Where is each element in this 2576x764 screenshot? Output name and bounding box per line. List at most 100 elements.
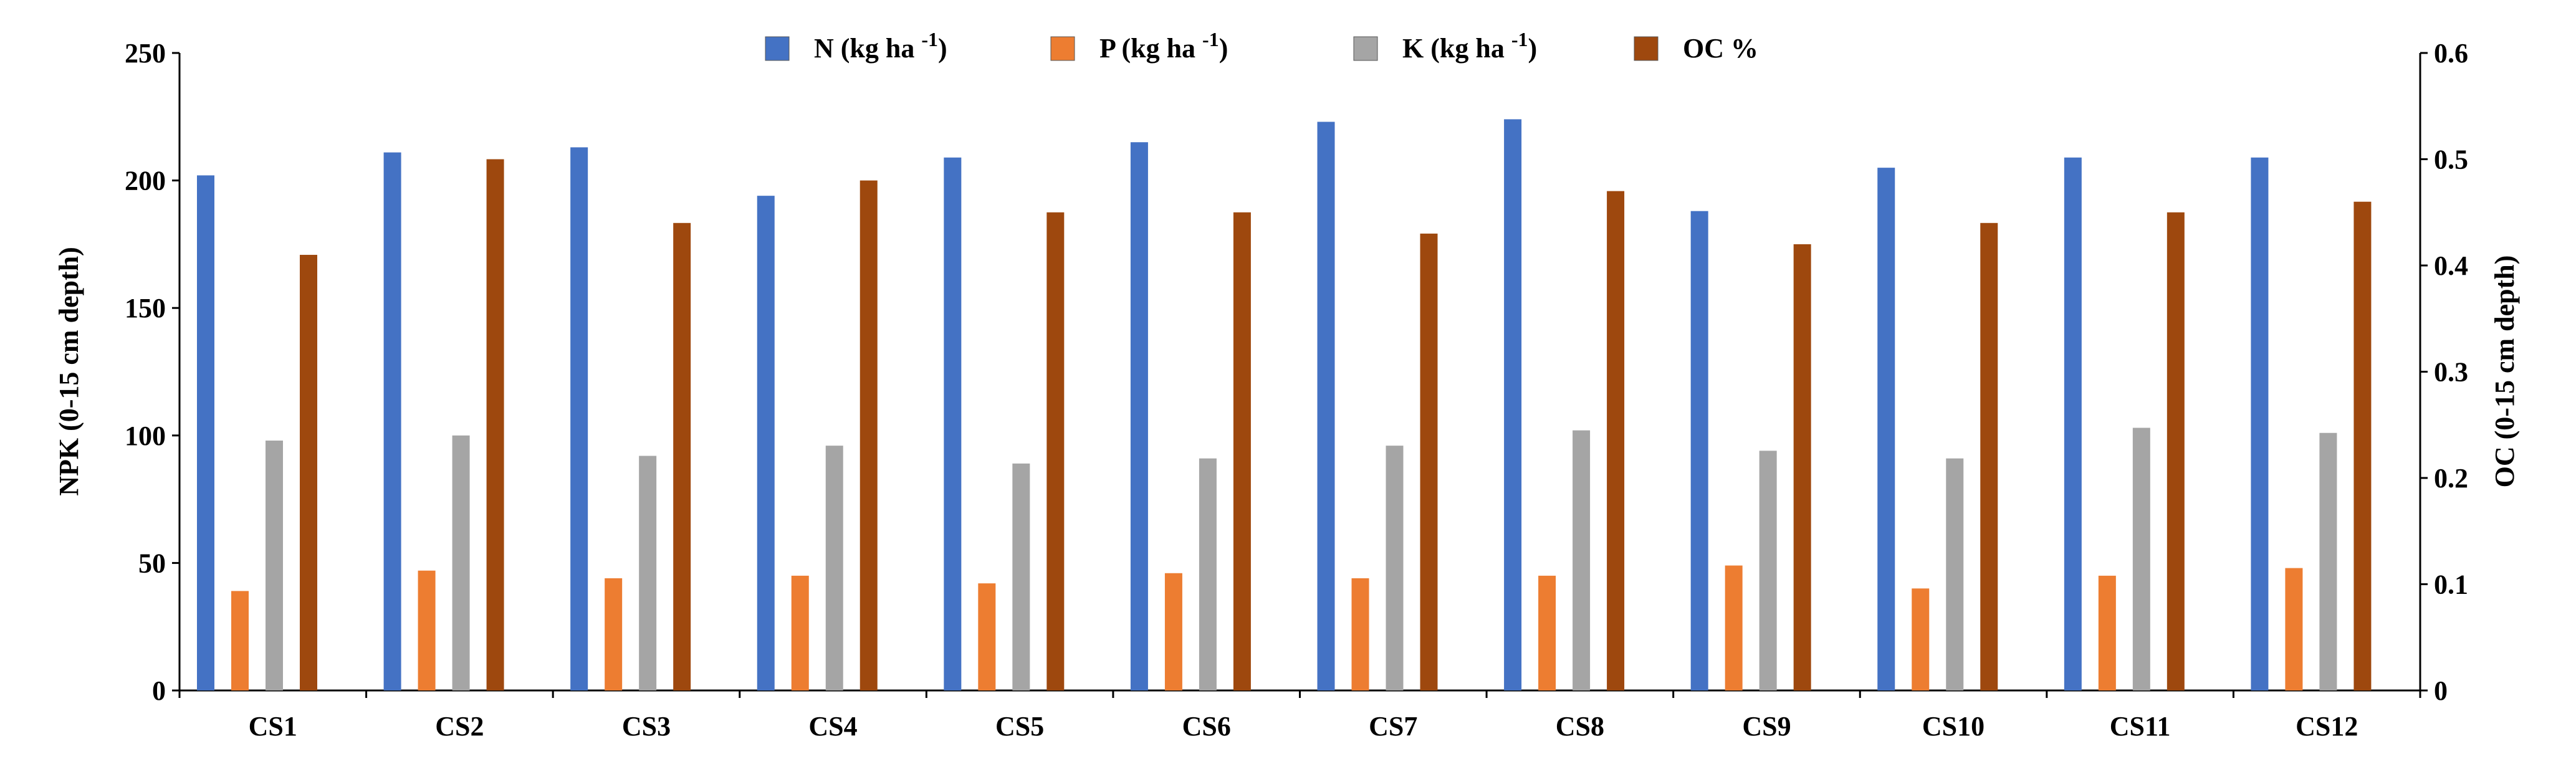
bar-oc-cs1 xyxy=(300,254,317,690)
bar-p-cs4 xyxy=(791,575,809,690)
bar-n-cs10 xyxy=(1877,168,1895,690)
bar-p-cs6 xyxy=(1164,573,1182,690)
bar-oc-cs4 xyxy=(859,180,878,691)
legend-label-main: N (kg ha xyxy=(814,33,921,64)
bar-oc-cs5 xyxy=(1046,212,1065,690)
legend-label-n: N (kg ha -1) xyxy=(814,28,947,64)
bar-p-cs11 xyxy=(2098,575,2116,690)
bar-k-cs5 xyxy=(1012,463,1030,690)
category-labels: CS1 CS2 CS3 CS4 CS5 CS6 CS7 CS8 CS9 CS10 CS11 CS12 xyxy=(178,690,2421,742)
bar-k-cs9 xyxy=(1759,451,1777,690)
legend-swatch-k xyxy=(1353,36,1378,61)
legend-swatch-p xyxy=(1050,36,1075,61)
right-y-tick-label: 0.5 xyxy=(2434,145,2468,175)
bar-oc-cs12 xyxy=(2353,201,2372,690)
legend-swatch-oc xyxy=(1634,36,1659,61)
x-tick-label: CS9 xyxy=(1742,711,1791,742)
bar-p-cs5 xyxy=(978,583,996,690)
bar-k-cs2 xyxy=(452,435,470,690)
right-y-tick-label: 0.3 xyxy=(2434,357,2468,388)
x-tick-label: CS7 xyxy=(1369,711,1417,742)
bar-k-cs3 xyxy=(639,456,657,690)
left-y-tick-label: 100 xyxy=(125,421,166,451)
x-tick-label: CS2 xyxy=(435,711,484,742)
legend: N (kg ha -1) P (kg ha -1) K (kg ha -1) OC % xyxy=(765,28,1758,64)
bar-k-cs6 xyxy=(1199,458,1217,690)
bar-oc-cs2 xyxy=(486,159,504,690)
bar-oc-cs7 xyxy=(1420,233,1438,691)
bar-k-cs8 xyxy=(1573,430,1591,690)
x-tick-label: CS4 xyxy=(808,711,857,742)
x-tick-label: CS6 xyxy=(1182,711,1231,742)
y-axis-title: NPK (0-15 cm depth) xyxy=(54,247,84,496)
right-y-tick-label: 0.1 xyxy=(2434,570,2468,600)
legend-label-main: OC % xyxy=(1683,33,1758,64)
x-tick-label: CS1 xyxy=(249,711,297,742)
bar-k-cs10 xyxy=(1946,458,1964,690)
bar-p-cs1 xyxy=(231,591,249,690)
x-tick-label: CS5 xyxy=(995,711,1044,742)
bar-p-cs9 xyxy=(1725,565,1743,690)
x-tick-label: CS3 xyxy=(622,711,671,742)
x-tick-label: CS11 xyxy=(2110,711,2171,742)
bar-n-cs6 xyxy=(1130,142,1148,691)
bar-n-cs8 xyxy=(1504,119,1522,691)
x-tick-label: CS12 xyxy=(2296,711,2358,742)
bar-n-cs3 xyxy=(570,147,588,691)
x-tick-label: CS8 xyxy=(1556,711,1604,742)
bar-k-cs12 xyxy=(2319,432,2337,690)
bar-oc-cs9 xyxy=(1793,244,1811,690)
bar-p-cs10 xyxy=(1912,588,1930,690)
x-tick-label: CS10 xyxy=(1922,711,1985,742)
axes xyxy=(178,53,2421,692)
legend-label-end: ) xyxy=(1528,33,1537,64)
bar-n-cs7 xyxy=(1317,122,1335,690)
legend-label-oc: OC % xyxy=(1683,33,1758,64)
left-y-tick-label: 150 xyxy=(125,293,166,323)
legend-label-end: ) xyxy=(1219,33,1228,64)
bar-p-cs3 xyxy=(605,578,623,690)
bar-n-cs1 xyxy=(197,175,214,690)
legend-label-p: P (kg ha -1) xyxy=(1099,28,1228,64)
bar-p-cs7 xyxy=(1351,578,1369,690)
bar-k-cs4 xyxy=(825,446,843,690)
bar-p-cs2 xyxy=(418,570,436,690)
bar-p-cs8 xyxy=(1538,575,1556,690)
legend-label-superscript: -1 xyxy=(921,28,938,50)
legend-label-end: ) xyxy=(938,33,947,64)
legend-label-main: P (kg ha xyxy=(1099,33,1202,64)
left-y-tick-label: 200 xyxy=(125,166,166,196)
left-y-tick-label: 0 xyxy=(152,676,166,706)
right-y-tick-label: 0.2 xyxy=(2434,463,2468,494)
bar-k-cs1 xyxy=(266,440,283,690)
bar-n-cs9 xyxy=(1690,211,1708,691)
legend-label-main: K (kg ha xyxy=(1402,33,1511,64)
bar-n-cs2 xyxy=(383,152,401,690)
bar-n-cs4 xyxy=(757,196,775,691)
right-y-tick-labels: 0 0.1 0.2 0.3 0.4 0.5 0.6 xyxy=(2420,38,2468,706)
right-y-tick-label: 0.4 xyxy=(2434,251,2468,281)
bar-k-cs7 xyxy=(1386,446,1404,690)
bar-oc-cs11 xyxy=(2167,212,2185,690)
legend-label-superscript: -1 xyxy=(1511,28,1528,50)
left-y-tick-label: 250 xyxy=(125,38,166,69)
left-y-tick-label: 50 xyxy=(138,548,166,578)
bar-oc-cs3 xyxy=(673,222,691,690)
bar-k-cs11 xyxy=(2132,427,2150,690)
y2-axis-title: OC (0-15 cm depth) xyxy=(2489,255,2520,488)
right-y-tick-label: 0 xyxy=(2434,676,2448,706)
bars xyxy=(197,119,2372,691)
bar-oc-cs8 xyxy=(1607,191,1625,690)
right-y-tick-label: 0.6 xyxy=(2434,38,2468,69)
bar-n-cs12 xyxy=(2251,157,2269,691)
bar-oc-cs6 xyxy=(1233,212,1251,690)
bar-p-cs12 xyxy=(2285,568,2303,690)
legend-label-k: K (kg ha -1) xyxy=(1402,28,1537,64)
left-y-tick-labels: 0 50 100 150 200 250 xyxy=(125,38,180,706)
legend-swatch-n xyxy=(765,36,790,61)
bar-n-cs11 xyxy=(2064,157,2082,691)
bar-oc-cs10 xyxy=(1980,222,1998,690)
legend-label-superscript: -1 xyxy=(1202,28,1219,50)
